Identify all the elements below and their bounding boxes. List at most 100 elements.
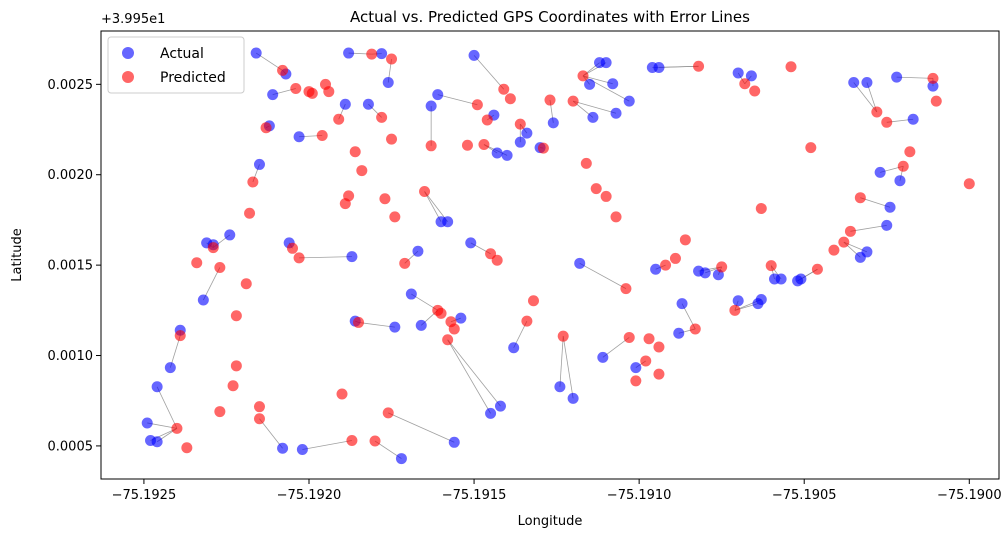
predicted-point	[336, 388, 348, 400]
predicted-point	[346, 434, 358, 446]
actual-point	[699, 267, 711, 279]
actual-point	[151, 381, 163, 393]
predicted-point	[729, 304, 741, 316]
error-lines	[147, 52, 934, 459]
error-line	[447, 339, 501, 407]
actual-point	[455, 312, 467, 324]
actual-point	[151, 436, 163, 448]
actual-point	[382, 77, 394, 89]
predicted-point	[927, 72, 939, 84]
predicted-point	[369, 435, 381, 447]
predicted-point	[306, 87, 318, 99]
predicted-point	[765, 260, 777, 272]
actual-point	[567, 392, 579, 404]
predicted-point	[230, 310, 242, 322]
predicted-point	[382, 407, 394, 419]
error-line	[853, 82, 878, 113]
actual-point	[376, 48, 388, 60]
predicted-point	[643, 333, 655, 345]
actual-point	[521, 127, 533, 139]
error-line	[302, 440, 352, 450]
predicted-point	[838, 236, 850, 248]
actual-point	[197, 294, 209, 306]
x-tick-label: −75.1910	[607, 488, 672, 503]
predicted-point	[286, 242, 298, 254]
predicted-point	[491, 254, 503, 266]
predicted-point	[557, 330, 569, 342]
predicted-point	[904, 146, 916, 158]
predicted-point	[230, 360, 242, 372]
x-tick-label: −75.1900	[937, 488, 1002, 503]
predicted-point	[630, 375, 642, 387]
actual-point	[253, 158, 265, 170]
actual-point	[600, 57, 612, 69]
actual-point	[432, 89, 444, 101]
y-tick-label: 0.0020	[48, 168, 94, 183]
predicted-point	[610, 211, 622, 223]
actual-point	[861, 246, 873, 258]
actual-point	[395, 453, 407, 465]
predicted-point	[353, 316, 365, 328]
actual-point	[554, 381, 566, 393]
actual-point	[891, 71, 903, 83]
legend: Actual Predicted	[107, 36, 245, 94]
legend-marker-predicted	[122, 71, 134, 83]
error-line	[388, 412, 455, 443]
actual-point	[795, 273, 807, 285]
x-axis-label: Longitude	[518, 514, 583, 529]
predicted-point	[811, 263, 823, 275]
predicted-point	[376, 111, 388, 123]
actual-point	[412, 245, 424, 257]
predicted-point	[679, 234, 691, 246]
actual-point	[468, 49, 480, 61]
predicted-point	[207, 242, 219, 254]
error-line	[169, 335, 181, 368]
predicted-point	[514, 118, 526, 130]
predicted-point	[481, 114, 493, 126]
y-tick-label: 0.0005	[48, 439, 94, 454]
actual-point	[164, 362, 176, 374]
y-axis-ticks: 0.0005 0.0010 0.0015 0.0020 0.0025	[48, 78, 101, 454]
y-tick-label: 0.0015	[48, 259, 94, 274]
error-line	[259, 418, 283, 449]
predicted-point	[349, 146, 361, 158]
actual-point	[491, 147, 503, 159]
predicted-point	[399, 257, 411, 269]
predicted-point	[749, 85, 761, 97]
actual-point	[267, 89, 279, 101]
predicted-point	[844, 225, 856, 237]
predicted-point	[590, 183, 602, 195]
predicted-point	[366, 48, 378, 60]
predicted-point	[785, 61, 797, 73]
x-axis-ticks: −75.1925 −75.1920 −75.1915 −75.1910 −75.1905…	[112, 479, 1002, 503]
predicted-point	[214, 406, 226, 418]
predicted-point	[386, 133, 398, 145]
actual-point	[587, 111, 599, 123]
error-line	[424, 191, 442, 222]
actual-point	[405, 288, 417, 300]
actual-point	[494, 400, 506, 412]
predicted-point	[755, 203, 767, 215]
x-tick-label: −75.1915	[442, 488, 507, 503]
actual-point	[907, 113, 919, 125]
predicted-point	[828, 244, 840, 256]
predicted-point	[253, 401, 265, 413]
actual-point	[339, 98, 351, 110]
actual-point	[277, 442, 289, 454]
error-line	[658, 65, 699, 68]
error-line	[424, 191, 448, 222]
predicted-point	[389, 211, 401, 223]
predicted-point	[191, 257, 203, 269]
actual-point	[884, 201, 896, 213]
error-line	[473, 55, 505, 90]
predicted-point	[693, 60, 705, 72]
error-line	[896, 76, 933, 79]
predicted-point	[689, 323, 701, 335]
actual-point	[861, 77, 873, 89]
predicted-point	[227, 380, 239, 392]
legend-label-actual: Actual	[160, 46, 204, 62]
actual-point	[650, 263, 662, 275]
actual-point	[141, 417, 153, 429]
predicted-point	[716, 261, 728, 273]
actual-point	[547, 117, 559, 129]
